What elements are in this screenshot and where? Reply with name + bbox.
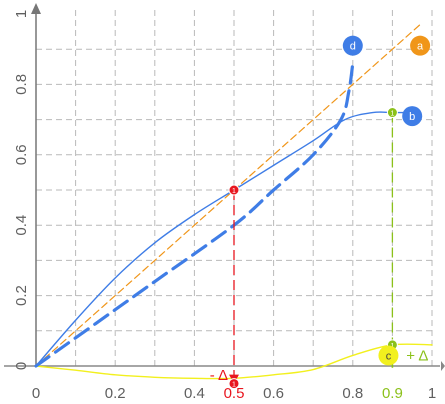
x-tick-label: 0.2 — [105, 385, 126, 402]
axis-marker-red-glyph: 1 — [232, 382, 236, 389]
y-tick-label: 0.4 — [13, 215, 30, 236]
delta-label: + Δ — [406, 347, 428, 364]
delta-label: - Δ — [210, 367, 228, 384]
series-d-badge — [342, 35, 363, 56]
x-tick-label: 0.8 — [342, 385, 363, 402]
series-d-line — [34, 61, 355, 368]
axis-marker-red — [228, 378, 240, 390]
series-b-badge — [402, 106, 423, 127]
x-tick-label: 0 — [32, 385, 40, 402]
series-d-badge-label: d — [350, 41, 356, 53]
x-tick-label: 0.6 — [263, 385, 284, 402]
series-a-line — [35, 23, 421, 367]
x-tick-label: 1 — [428, 385, 436, 402]
x-tick-label: 0.4 — [184, 385, 205, 402]
intersection-marker-red-glyph: 1 — [232, 188, 236, 195]
series-c-badge — [378, 345, 399, 366]
series-a-badge — [410, 35, 431, 56]
intersection-marker-green-glyph: 1 — [390, 111, 394, 118]
y-tick-label: 0.8 — [13, 74, 30, 95]
y-tick-label: 0 — [13, 362, 30, 370]
y-axis-arrow — [31, 3, 41, 14]
series-b-line — [35, 111, 413, 367]
series-c-badge-label: c — [386, 350, 392, 362]
series-a-badge-label: a — [417, 41, 424, 53]
intersection-marker-green — [386, 107, 398, 119]
series-b-badge-label: b — [409, 111, 415, 123]
intersection-marker-red — [228, 184, 240, 196]
x-axis-arrow — [441, 361, 445, 371]
y-tick-label: 0.2 — [13, 285, 30, 306]
y-tick-label: 1 — [13, 10, 30, 18]
x-highlight-tick-label: 0.5 — [224, 385, 245, 402]
y-tick-label: 0.6 — [13, 144, 30, 165]
x-highlight-tick-label: 0.9 — [382, 385, 403, 402]
